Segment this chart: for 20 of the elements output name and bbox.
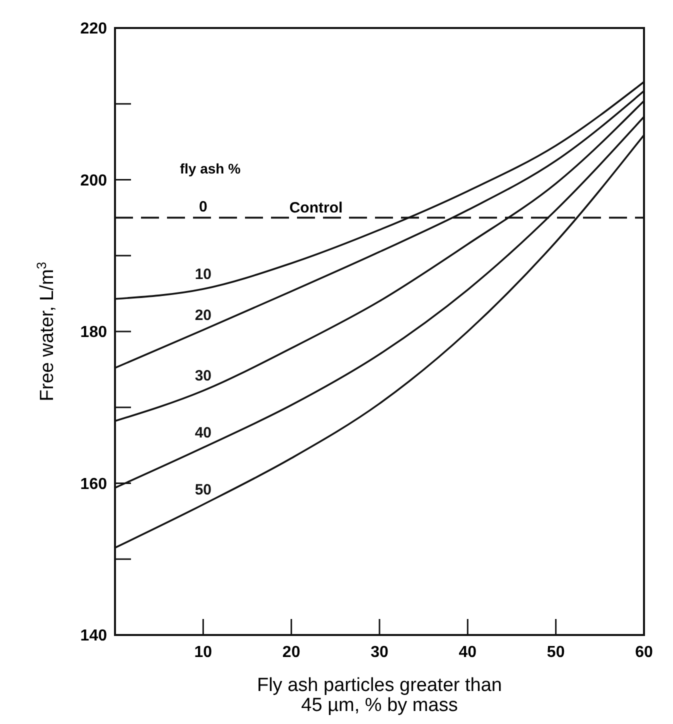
- series-label: 40: [194, 424, 212, 442]
- x-tick-label: 30: [370, 644, 388, 661]
- y-tick-label: 140: [80, 628, 108, 645]
- series-label: 20: [194, 306, 212, 324]
- x-tick-label: 40: [458, 644, 477, 661]
- x-tick-label: 60: [635, 644, 653, 661]
- x-axis-title: Fly ash particles greater than 45 µm, % by mass: [256, 675, 502, 716]
- y-tick-label: 200: [80, 172, 108, 190]
- x-tick-label: 50: [546, 644, 565, 661]
- x-tick-label: 10: [194, 644, 212, 661]
- y-tick-label: 160: [80, 476, 108, 493]
- series-label: 30: [194, 368, 212, 385]
- y-tick-label: 180: [80, 324, 108, 342]
- ref-line-label: Control: [289, 200, 343, 217]
- legend-title: fly ash %: [180, 160, 242, 177]
- x-tick-label: 20: [282, 644, 300, 661]
- series-label: 50: [194, 481, 212, 498]
- y-tick-label: 220: [80, 20, 108, 38]
- series-label: 10: [194, 266, 212, 284]
- annotation: 0: [198, 198, 208, 216]
